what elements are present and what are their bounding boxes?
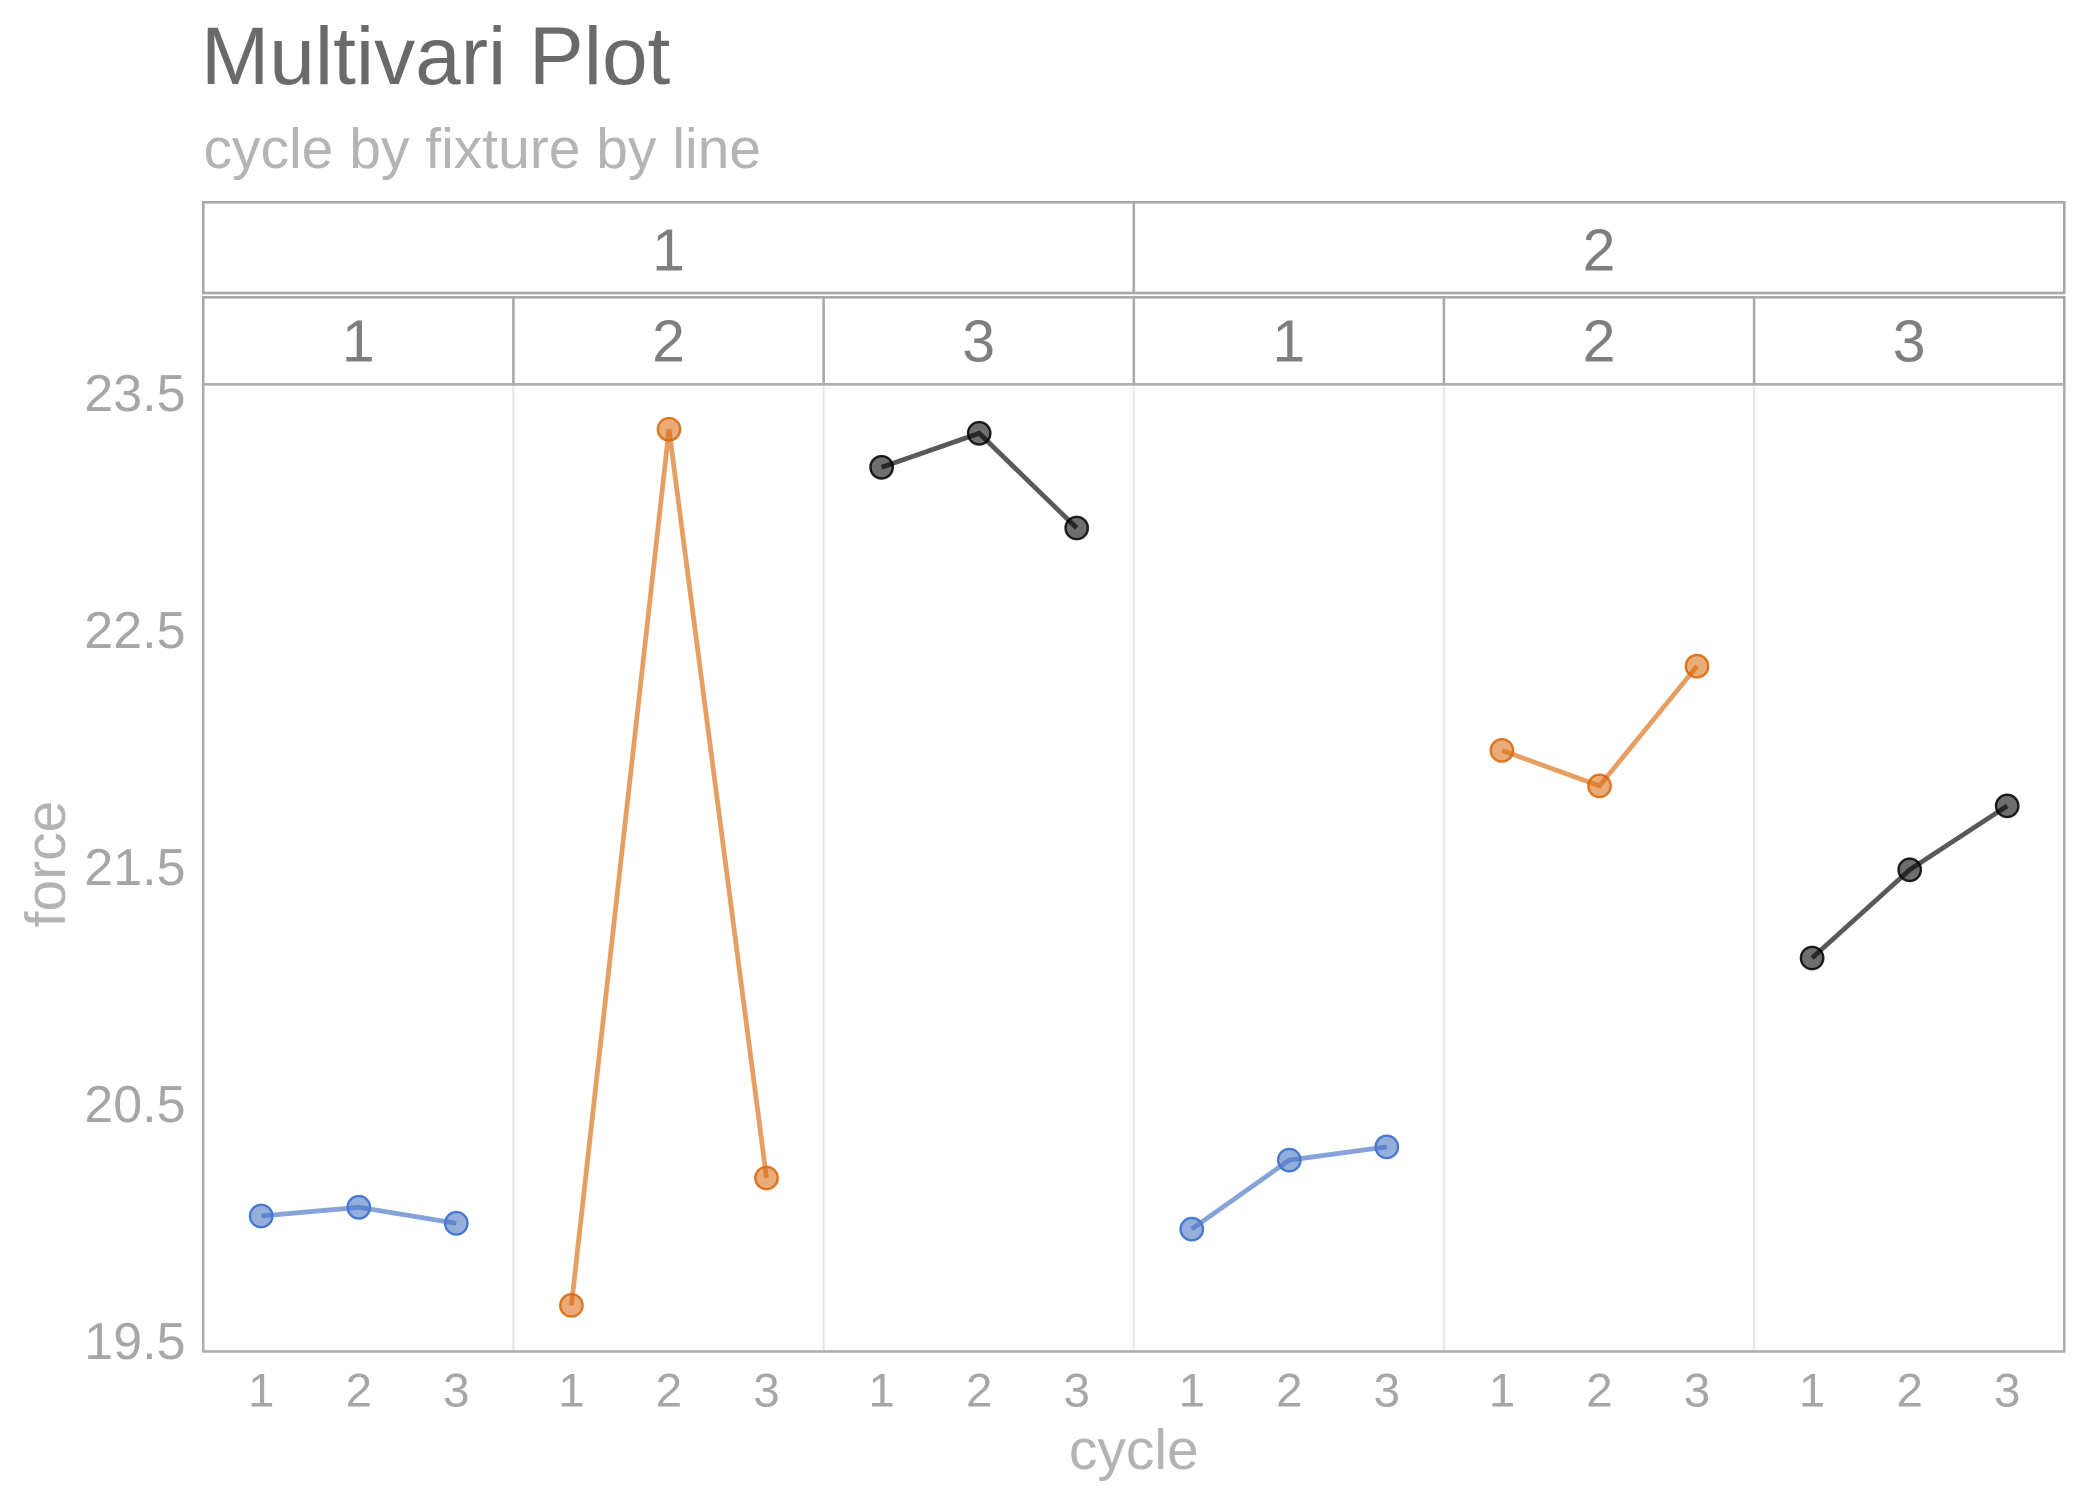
svg-text:Multivari Plot: Multivari Plot: [201, 11, 671, 102]
svg-text:1: 1: [1799, 1365, 1825, 1418]
svg-text:2: 2: [1276, 1365, 1302, 1418]
svg-text:22.5: 22.5: [84, 602, 185, 660]
svg-text:3: 3: [443, 1365, 469, 1418]
svg-text:2: 2: [1896, 1365, 1922, 1418]
svg-text:1: 1: [1179, 1365, 1205, 1418]
svg-text:cycle by fixture by line: cycle by fixture by line: [204, 117, 762, 181]
svg-text:3: 3: [1893, 309, 1926, 375]
svg-text:3: 3: [1994, 1365, 2020, 1418]
svg-text:2: 2: [346, 1365, 372, 1418]
svg-text:3: 3: [1684, 1365, 1710, 1418]
svg-text:2: 2: [652, 309, 685, 375]
svg-text:2: 2: [966, 1365, 992, 1418]
svg-text:1: 1: [248, 1365, 274, 1418]
svg-text:3: 3: [1374, 1365, 1400, 1418]
svg-text:force: force: [14, 801, 78, 928]
svg-text:2: 2: [656, 1365, 682, 1418]
svg-text:3: 3: [753, 1365, 779, 1418]
svg-text:19.5: 19.5: [84, 1313, 185, 1371]
svg-text:cycle: cycle: [1069, 1418, 1199, 1482]
svg-text:1: 1: [558, 1365, 584, 1418]
svg-text:1: 1: [1489, 1365, 1515, 1418]
svg-text:1: 1: [1272, 309, 1305, 375]
svg-text:20.5: 20.5: [84, 1076, 185, 1134]
svg-text:1: 1: [342, 309, 375, 375]
svg-text:2: 2: [1583, 218, 1616, 284]
svg-text:3: 3: [962, 309, 995, 375]
svg-text:23.5: 23.5: [84, 365, 185, 423]
svg-text:2: 2: [1583, 309, 1616, 375]
svg-text:21.5: 21.5: [84, 839, 185, 897]
svg-text:3: 3: [1063, 1365, 1089, 1418]
svg-text:1: 1: [868, 1365, 894, 1418]
svg-text:1: 1: [652, 218, 685, 284]
svg-text:2: 2: [1586, 1365, 1612, 1418]
